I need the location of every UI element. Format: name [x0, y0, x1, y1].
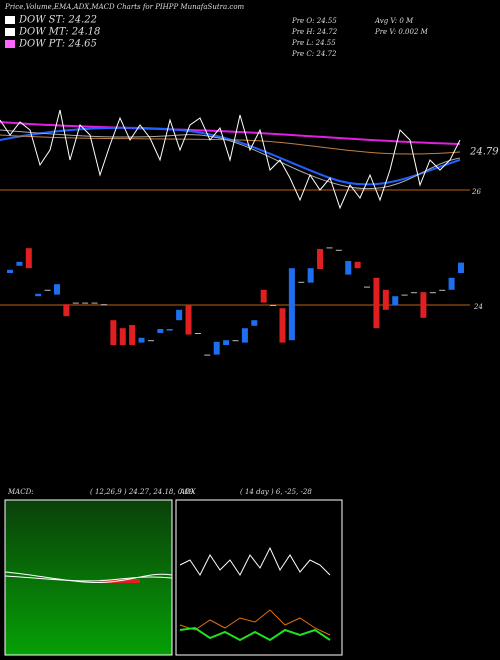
legend-entry: DOW MT: 24.18 [18, 27, 100, 38]
candle [213, 341, 220, 355]
candle [166, 329, 173, 331]
candle [354, 261, 361, 269]
candle [270, 305, 277, 306]
adx-label: ADX [179, 488, 197, 496]
candle [100, 304, 107, 306]
candle [279, 308, 286, 343]
info: Pre L: 24.55 [291, 39, 336, 47]
info: Avg V: 0 M [374, 17, 414, 25]
candle [72, 302, 79, 304]
ema-label: 24.79 [469, 147, 499, 158]
candle [307, 268, 314, 283]
info: Pre C: 24.72 [291, 50, 337, 58]
candle [298, 281, 305, 283]
legend-entry: DOW ST: 24.22 [18, 15, 97, 26]
legend-entry: DOW PT: 24.65 [18, 39, 97, 50]
candle [91, 302, 98, 304]
candle [232, 340, 239, 342]
adx-values: ( 14 day ) 6, -25, -28 [240, 488, 312, 496]
adx-line [179, 546, 331, 576]
macd-signal [4, 575, 173, 582]
candle [439, 289, 446, 291]
candle [176, 309, 183, 321]
di-plus [179, 609, 331, 636]
candle-panel: 24 [0, 247, 483, 356]
candle [119, 328, 126, 345]
candle [82, 302, 89, 304]
ema-line [0, 121, 461, 145]
info: Pre V: 0.002 M [374, 28, 429, 36]
candle [110, 320, 117, 345]
candle [401, 294, 408, 296]
candle [429, 292, 436, 294]
price-line [0, 109, 461, 210]
candle [241, 328, 248, 343]
candle [157, 329, 164, 333]
candle [420, 292, 427, 318]
macd-values: ( 12,26,9 ) 24.27, 24.18, 0.09 [90, 488, 194, 496]
ema-label: 26 [471, 188, 481, 196]
legend-swatch [5, 16, 15, 24]
adx-panel [175, 499, 343, 656]
candle [373, 277, 380, 329]
candle [392, 296, 399, 305]
info: Pre O: 24.55 [291, 17, 337, 25]
title: Price,Volume,EMA,ADX,MACD Charts for PIH… [4, 3, 245, 11]
candle [204, 354, 211, 356]
ema-line [0, 134, 461, 155]
candle [53, 284, 60, 295]
candle [35, 293, 42, 297]
candle [260, 289, 267, 303]
candle [335, 249, 342, 251]
info: Pre H: 24.72 [291, 28, 338, 36]
candle [411, 292, 418, 294]
candle [317, 249, 324, 269]
candle [185, 305, 192, 335]
candle [147, 340, 154, 342]
candle [458, 262, 464, 273]
candle [223, 340, 230, 345]
legend-swatch [5, 28, 15, 36]
legend-swatch [5, 40, 15, 48]
y-tick-label: 24 [473, 303, 483, 311]
candle [7, 269, 13, 273]
di-minus [179, 626, 331, 642]
candle [63, 304, 70, 317]
candle [16, 261, 23, 266]
candle [345, 261, 352, 275]
macd-line [4, 571, 173, 584]
candle [129, 325, 136, 345]
candle [25, 248, 32, 269]
macd-label: MACD: [7, 488, 34, 496]
candle [448, 277, 455, 290]
candle [364, 286, 371, 288]
candle [382, 289, 389, 310]
candle [288, 268, 295, 341]
candle [326, 247, 333, 249]
candle [194, 333, 201, 334]
candle [138, 337, 145, 343]
candle [251, 320, 258, 326]
candle [44, 289, 51, 291]
